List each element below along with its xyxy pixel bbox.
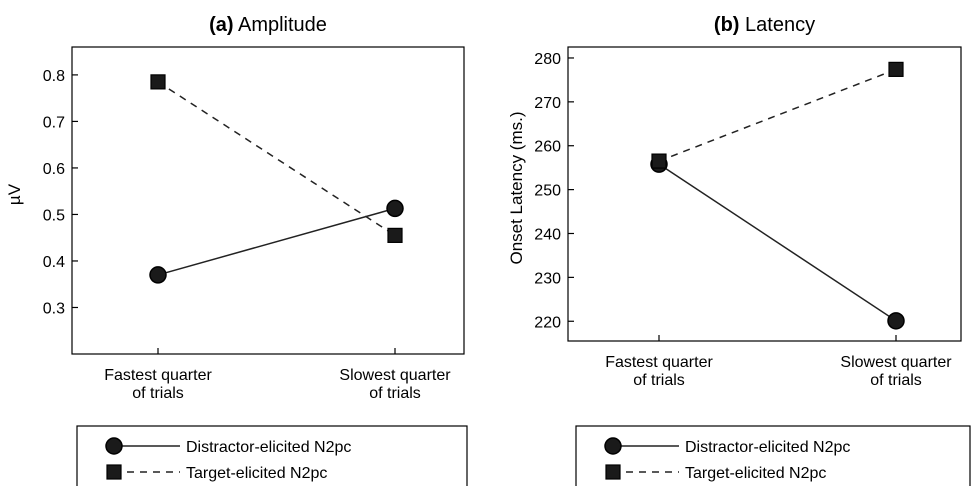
legend-frame — [76, 425, 468, 486]
y-tick-label: 0.5 — [43, 207, 65, 224]
data-point-distractor — [386, 199, 404, 218]
x-tick-label-line: of trials — [132, 385, 184, 402]
x-tick-label: Slowest quarter of trials — [339, 367, 451, 402]
x-tick-label: Slowest quarter of trials — [840, 354, 952, 389]
legend-frame — [575, 425, 971, 486]
y-tick-label: 260 — [534, 139, 561, 156]
chart-title-prefix: (b) — [714, 14, 740, 36]
legend-label: Target-elicited N2pc — [186, 465, 327, 482]
y-tick-label: 220 — [534, 314, 561, 331]
data-point-target — [651, 153, 667, 169]
y-tick-label: 0.4 — [43, 254, 65, 271]
x-tick-label-line: of trials — [870, 372, 922, 389]
x-tick-label-line: Slowest quarter — [840, 354, 952, 371]
legend: Distractor-elicited N2pc Target-elicited … — [575, 425, 971, 486]
x-tick-label-line: of trials — [369, 385, 421, 402]
y-tick-label: 240 — [534, 226, 561, 243]
series-line-distractor — [157, 207, 396, 276]
x-tick-label-line: Fastest quarter — [605, 354, 713, 371]
series-line-distractor — [658, 163, 897, 322]
x-tick-label-line: Slowest quarter — [339, 367, 451, 384]
legend-label: Distractor-elicited N2pc — [186, 439, 351, 456]
panel-amplitude: (a) Amplitude 0.3 0.4 0.5 0.6 0.7 0.8 Fastest q… — [5, 14, 468, 486]
plot-frame — [71, 46, 465, 355]
chart-title-text: Amplitude — [234, 14, 327, 36]
y-axis-label: µV — [5, 183, 24, 205]
y-tick-label: 0.3 — [43, 300, 65, 317]
data-point-target — [387, 227, 403, 243]
legend-marker-circle — [604, 437, 622, 455]
panel-latency: (b) Latency 220 230 240 250 260 270 280 Fastest … — [507, 14, 971, 486]
legend-marker-square — [106, 464, 122, 480]
x-tick-label-line: of trials — [633, 372, 685, 389]
y-tick-label: 250 — [534, 183, 561, 200]
legend-marker-square — [605, 464, 621, 480]
plot-frame — [567, 46, 962, 342]
x-tick-label: Fastest quarter of trials — [104, 367, 212, 402]
y-tick-label: 0.6 — [43, 161, 65, 178]
y-tick-label: 230 — [534, 270, 561, 287]
series-line-target — [157, 81, 396, 237]
legend: Distractor-elicited N2pc Target-elicited … — [76, 425, 468, 486]
x-tick-label: Fastest quarter of trials — [605, 354, 713, 389]
legend-label: Distractor-elicited N2pc — [685, 439, 850, 456]
chart-title: (b) Latency — [714, 14, 815, 36]
y-tick-label: 270 — [534, 95, 561, 112]
data-point-distractor — [887, 312, 905, 330]
chart-title-text: Latency — [739, 14, 815, 36]
data-point-distractor — [149, 266, 167, 284]
chart-title-prefix: (a) — [209, 14, 233, 36]
data-point-target — [888, 61, 904, 77]
data-point-target — [150, 74, 166, 90]
y-axis-label: Onset Latency (ms.) — [507, 111, 526, 264]
y-tick-label: 0.7 — [43, 114, 65, 131]
legend-marker-circle — [105, 437, 123, 455]
chart-title: (a) Amplitude — [209, 14, 327, 36]
series-line-target — [658, 68, 897, 162]
legend-label: Target-elicited N2pc — [685, 465, 826, 482]
x-tick-label-line: Fastest quarter — [104, 367, 212, 384]
y-tick-label: 280 — [534, 51, 561, 68]
y-tick-label: 0.8 — [43, 68, 65, 85]
